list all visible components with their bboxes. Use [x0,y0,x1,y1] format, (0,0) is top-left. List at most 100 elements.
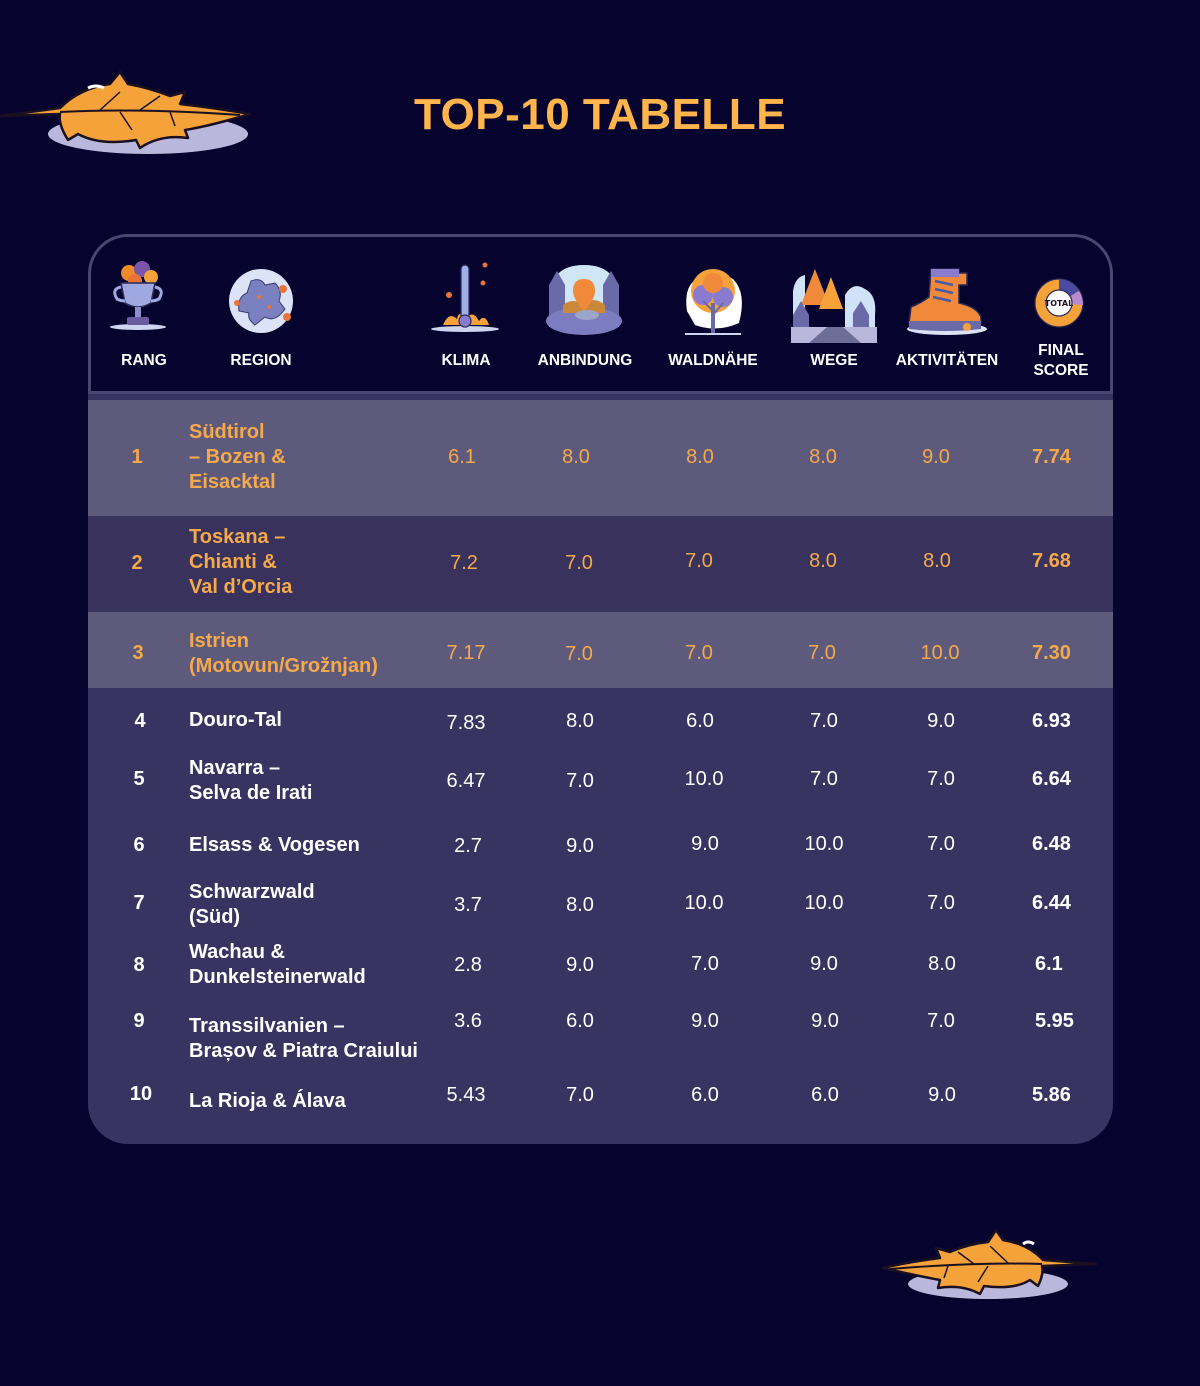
final-score-cell: 6.1 [1035,953,1063,975]
aktivitaeten-cell: 8.0 [923,550,951,572]
region-cell: Südtirol – Bozen & Eisacktal [189,421,286,493]
klima-cell: 6.47 [446,770,486,792]
waldnaehe-cell: 7.0 [685,642,713,664]
table-row: 2 Toskana – Chianti & Val d’Orcia 7.2 7.… [88,518,1113,610]
column-header-rang: RANG [121,352,167,369]
waldnaehe-cell: 6.0 [691,1084,719,1106]
wege-cell: 7.0 [810,710,838,732]
column-header-klima: KLIMA [441,352,491,369]
rank-cell: 8 [133,954,145,976]
column-header-final-score: FINAL SCORE [1013,341,1109,381]
klima-cell: 6.1 [448,446,476,468]
svg-text:TOTAL: TOTAL [1045,299,1073,308]
rank-cell: 2 [131,552,143,574]
rank-cell: 6 [133,834,145,856]
anbindung-cell: 8.0 [566,710,594,732]
table-row: 8 Wachau & Dunkelsteinerwald 2.8 9.0 7.0… [88,940,1113,998]
aktivitaeten-cell: 10.0 [920,642,960,664]
final-score-cell: 6.48 [1032,833,1071,855]
waldnaehe-cell: 9.0 [691,1010,719,1032]
rank-cell: 5 [133,768,145,790]
waldnaehe-cell: 10.0 [684,892,724,914]
table-row: 5 Navarra – Selva de Irati 6.47 7.0 10.0… [88,744,1113,820]
waldnaehe-cell: 7.0 [691,953,719,975]
rank-cell: 9 [133,1010,145,1032]
region-cell: Toskana – Chianti & Val d’Orcia [189,526,293,598]
final-score-cell: 7.30 [1032,642,1071,664]
aktivitaeten-cell: 9.0 [928,1084,956,1106]
anbindung-cell: 7.0 [565,552,593,574]
column-header-region: REGION [230,352,292,369]
anbindung-cell: 9.0 [566,954,594,976]
rank-cell: 7 [133,892,145,914]
autumn-leaf-icon [881,1228,1098,1299]
table-row: 3 Istrien (Motovun/Grožnjan) 7.17 7.0 7.… [88,612,1113,688]
anbindung-cell: 7.0 [566,770,594,792]
klima-cell: 2.7 [454,835,482,857]
rank-cell: 1 [131,446,143,468]
region-cell: Navarra – Selva de Irati [189,757,313,804]
klima-cell: 7.17 [446,642,486,664]
final-score-cell: 5.86 [1032,1084,1071,1106]
trophy-icon [110,261,166,330]
anbindung-cell: 8.0 [562,446,590,468]
table-row: 7 Schwarzwald (Süd) 3.7 8.0 10.0 10.0 7.… [88,872,1113,940]
final-score-cell: 7.68 [1032,550,1071,572]
klima-cell: 7.2 [450,552,478,574]
europe-map-icon [229,269,293,333]
aktivitaeten-cell: 7.0 [927,768,955,790]
column-header-final-line2: SCORE [1033,362,1089,379]
region-cell: La Rioja & Álava [189,1090,346,1112]
anbindung-cell: 9.0 [566,835,594,857]
final-score-cell: 6.64 [1032,768,1071,790]
region-cell: Elsass & Vogesen [189,834,360,856]
klima-cell: 3.7 [454,894,482,916]
thermometer-icon [431,262,499,332]
wege-cell: 8.0 [809,550,837,572]
aktivitaeten-cell: 9.0 [927,710,955,732]
aktivitaeten-cell: 7.0 [927,1010,955,1032]
ranking-table: RANG REGION KLIMA ANBINDUNG [88,234,1113,1144]
waldnaehe-cell: 6.0 [686,710,714,732]
final-score-cell: 7.74 [1032,446,1071,468]
rank-cell: 3 [132,642,144,664]
waldnaehe-cell: 9.0 [691,833,719,855]
klima-cell: 3.6 [454,1010,482,1032]
final-score-cell: 6.93 [1032,710,1071,732]
klima-cell: 5.43 [446,1084,486,1106]
table-row: 6 Elsass & Vogesen 2.7 9.0 9.0 10.0 7.0 … [88,820,1113,872]
anbindung-cell: 7.0 [565,643,593,665]
region-cell: Wachau & Dunkelsteinerwald [189,941,366,988]
aktivitaeten-cell: 7.0 [927,892,955,914]
total-donut-icon: TOTAL [1034,278,1084,328]
wege-cell: 8.0 [809,446,837,468]
column-header-aktivitaeten: AKTIVITÄTEN [895,352,999,369]
table-row: 1 Südtirol – Bozen & Eisacktal 6.1 8.0 8… [88,400,1113,516]
aktivitaeten-cell: 7.0 [927,833,955,855]
final-score-cell: 6.44 [1032,892,1071,914]
klima-cell: 7.83 [446,712,486,734]
final-score-cell: 5.95 [1035,1010,1074,1032]
column-header-anbindung: ANBINDUNG [537,352,633,369]
hiking-boot-icon [907,268,987,335]
wege-cell: 7.0 [810,768,838,790]
region-cell: Transsilvanien – Brașov & Piatra Craiulu… [189,1015,418,1062]
waldnaehe-cell: 10.0 [684,768,724,790]
wege-cell: 9.0 [810,953,838,975]
autumn-tree-icon [685,269,742,335]
waldnaehe-cell: 7.0 [685,550,713,572]
table-row: 4 Douro-Tal 7.83 8.0 6.0 7.0 9.0 6.93 [88,688,1113,744]
wege-cell: 10.0 [804,833,844,855]
aktivitaeten-cell: 8.0 [928,953,956,975]
region-cell: Istrien (Motovun/Grožnjan) [189,630,378,677]
klima-cell: 2.8 [454,954,482,976]
column-header-waldnaehe: WALDNÄHE [668,352,758,369]
waldnaehe-cell: 8.0 [686,446,714,468]
anbindung-cell: 6.0 [566,1010,594,1032]
wege-cell: 7.0 [808,642,836,664]
region-cell: Douro-Tal [189,709,282,731]
forest-path-icon [791,269,877,343]
wege-cell: 10.0 [804,892,844,914]
wege-cell: 6.0 [811,1084,839,1106]
table-header: RANG REGION KLIMA ANBINDUNG [88,234,1113,394]
